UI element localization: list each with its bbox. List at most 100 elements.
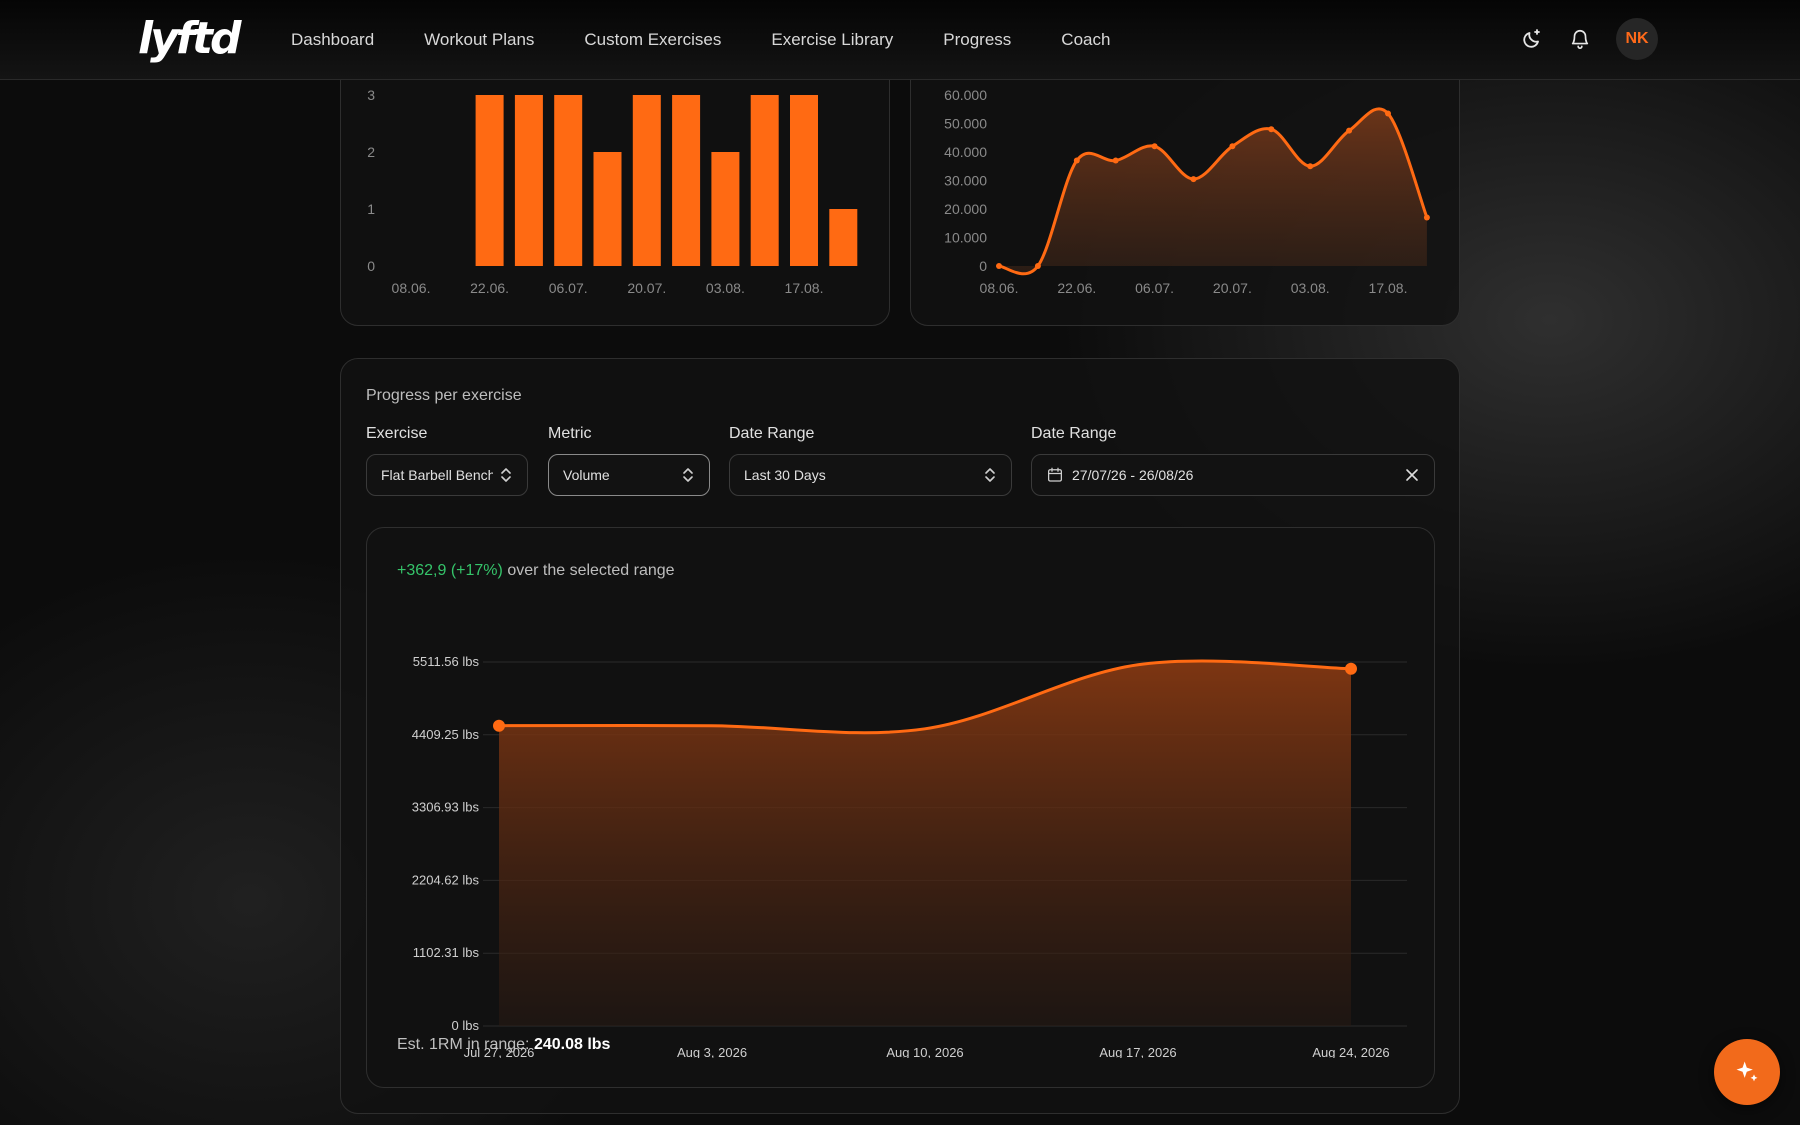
x-tick-label: Jul 27, 2026 xyxy=(464,1045,535,1058)
bar xyxy=(711,152,740,266)
logo[interactable]: lyftd xyxy=(138,13,241,64)
x-tick-label: Aug 3, 2026 xyxy=(677,1045,747,1058)
calendar-icon xyxy=(1047,467,1063,482)
bell-icon[interactable] xyxy=(1560,19,1600,59)
data-point xyxy=(996,263,1002,269)
workouts-bar-chart-card: 0 1 2 3 08.06. 22.06. 06.07. 20.07. 03.08. 17.08. xyxy=(340,40,890,326)
exercise-select[interactable]: Flat Barbell Bench Press xyxy=(366,454,528,496)
est-1rm-label: Est. 1RM in range: xyxy=(397,1036,530,1053)
x-tick-label: Aug 17, 2026 xyxy=(1099,1045,1176,1058)
exercise-progress-chart-card: +362,9 (+17%) over the selected range 0 … xyxy=(366,527,1435,1088)
nav-link-dashboard[interactable]: Dashboard xyxy=(291,30,375,49)
data-point-start xyxy=(493,719,505,732)
volume-area-chart: 0 10.000 20.000 30.000 40.000 50.000 60.000 08.… xyxy=(944,87,1430,296)
moon-sparkle-icon[interactable] xyxy=(1512,19,1552,59)
data-point xyxy=(1307,163,1314,170)
data-point xyxy=(1385,110,1391,117)
y-tick-label: 0 lbs xyxy=(452,1018,480,1033)
data-point xyxy=(1229,143,1236,150)
y-tick-label: 2 xyxy=(367,144,375,160)
chevron-up-down-icon xyxy=(985,468,995,482)
metric-label: Metric xyxy=(548,425,592,442)
metric-select-value: Volume xyxy=(563,467,610,483)
x-tick-label: 22.06. xyxy=(470,280,509,296)
nav-link-coach[interactable]: Coach xyxy=(1061,30,1111,49)
exercise-label: Exercise xyxy=(366,425,428,442)
x-tick-label: Aug 10, 2026 xyxy=(886,1045,963,1058)
x-tick-label: 20.07. xyxy=(627,280,666,296)
y-tick-label: 0 xyxy=(979,258,987,274)
y-tick-label: 4409.25 lbs xyxy=(412,727,480,742)
x-tick-label: 06.07. xyxy=(549,280,588,296)
data-point-end xyxy=(1345,662,1357,675)
bar xyxy=(632,95,661,266)
x-tick-label: 03.08. xyxy=(706,280,745,296)
exercise-volume-chart: 0 lbs 1102.31 lbs 2204.62 lbs 3306.93 lbs 44… xyxy=(412,654,1407,1058)
x-tick-label: 06.07. xyxy=(1135,280,1174,296)
bar xyxy=(475,95,504,266)
date-picker-value: 27/07/26 - 26/08/26 xyxy=(1072,467,1194,483)
x-tick-label: 17.08. xyxy=(785,280,824,296)
ai-assistant-button[interactable] xyxy=(1714,1039,1780,1105)
y-tick-label: 1102.31 lbs xyxy=(413,945,480,960)
bar xyxy=(554,95,583,266)
x-tick-label: 08.06. xyxy=(980,280,1019,296)
y-tick-label: 3 xyxy=(367,87,375,103)
date-range-select[interactable]: Last 30 Days xyxy=(729,454,1012,496)
y-tick-label: 50.000 xyxy=(944,116,987,132)
exercise-select-value: Flat Barbell Bench Press xyxy=(381,467,493,483)
y-tick-label: 0 xyxy=(367,258,375,274)
y-tick-label: 5511.56 lbs xyxy=(413,654,480,669)
y-tick-label: 20.000 xyxy=(944,201,987,217)
data-point xyxy=(1190,176,1197,183)
avatar[interactable]: NK xyxy=(1616,18,1658,60)
progress-per-exercise-card: Progress per exercise Exercise Flat Barb… xyxy=(340,358,1460,1114)
data-point xyxy=(1112,157,1119,164)
x-tick-label: 20.07. xyxy=(1213,280,1252,296)
y-tick-label: 2204.62 lbs xyxy=(412,872,480,887)
data-point xyxy=(1034,263,1041,269)
metric-select[interactable]: Volume xyxy=(548,454,710,496)
date-range-label: Date Range xyxy=(729,425,815,442)
workouts-bar-chart: 0 1 2 3 08.06. 22.06. 06.07. 20.07. 03.08. 17.08. xyxy=(367,87,858,296)
data-point xyxy=(1423,214,1430,221)
area-fill xyxy=(499,661,1351,1026)
x-tick-label: 22.06. xyxy=(1057,280,1096,296)
y-tick-label: 3306.93 lbs xyxy=(412,800,480,815)
y-tick-label: 1 xyxy=(367,201,375,217)
series-line xyxy=(998,107,1429,276)
nav-link-exercise-library[interactable]: Exercise Library xyxy=(771,30,894,49)
date-range-select-value: Last 30 Days xyxy=(744,467,826,483)
est-1rm-value: 240.08 lbs xyxy=(533,1036,611,1053)
chevron-up-down-icon xyxy=(683,468,693,482)
data-point xyxy=(1151,143,1158,150)
chevron-up-down-icon xyxy=(501,468,511,482)
bar xyxy=(672,95,701,266)
bar xyxy=(593,152,622,266)
x-tick-label: Aug 24, 2026 xyxy=(1312,1045,1389,1058)
est-1rm: Est. 1RM in range: 240.08 lbs xyxy=(397,1036,610,1054)
area-fill xyxy=(999,108,1427,274)
y-tick-label: 40.000 xyxy=(944,144,987,160)
range-summary-suffix: over the selected range xyxy=(507,562,675,579)
nav-actions: NK xyxy=(1504,18,1658,60)
data-point xyxy=(1268,126,1275,133)
bar xyxy=(514,95,543,266)
y-tick-label: 10.000 xyxy=(944,230,987,246)
section-title: Progress per exercise xyxy=(366,387,522,404)
nav-link-workout-plans[interactable]: Workout Plans xyxy=(424,30,535,49)
close-icon[interactable] xyxy=(1404,467,1420,483)
nav-links: Dashboard Workout Plans Custom Exercises… xyxy=(291,0,1160,80)
data-point xyxy=(1073,157,1080,164)
date-picker-label: Date Range xyxy=(1031,425,1117,442)
volume-area-chart-card: 0 10.000 20.000 30.000 40.000 50.000 60.000 08.… xyxy=(910,40,1460,326)
nav-link-custom-exercises[interactable]: Custom Exercises xyxy=(584,30,722,49)
x-tick-label: 17.08. xyxy=(1369,280,1408,296)
nav-link-progress[interactable]: Progress xyxy=(943,30,1012,49)
data-point xyxy=(1346,127,1353,134)
top-navbar: lyftd Dashboard Workout Plans Custom Exe… xyxy=(0,0,1800,80)
y-tick-label: 60.000 xyxy=(944,87,987,103)
date-picker[interactable]: 27/07/26 - 26/08/26 xyxy=(1031,454,1435,496)
range-summary: +362,9 (+17%) over the selected range xyxy=(397,562,675,580)
bar xyxy=(790,95,818,266)
